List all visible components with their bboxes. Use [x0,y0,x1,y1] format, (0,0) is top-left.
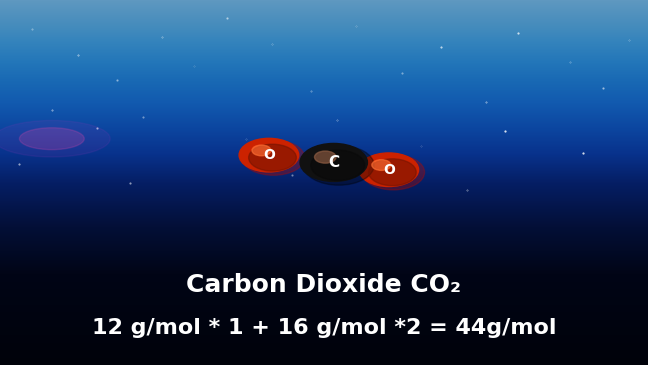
Text: O: O [383,163,395,177]
Text: O: O [263,148,275,162]
Circle shape [252,145,271,156]
Text: Carbon Dioxide CO₂: Carbon Dioxide CO₂ [187,273,461,297]
Circle shape [311,150,365,180]
Ellipse shape [303,145,374,185]
Circle shape [239,138,299,172]
Ellipse shape [362,155,424,190]
Ellipse shape [242,140,305,175]
Text: C: C [328,155,340,170]
Text: 12 g/mol * 1 + 16 g/mol *2 = 44g/mol: 12 g/mol * 1 + 16 g/mol *2 = 44g/mol [92,319,556,338]
Ellipse shape [0,120,110,157]
Circle shape [359,153,419,187]
Circle shape [372,160,391,170]
Circle shape [249,144,296,171]
Ellipse shape [19,128,84,150]
Circle shape [369,159,416,186]
Circle shape [314,151,336,163]
Circle shape [300,143,367,181]
